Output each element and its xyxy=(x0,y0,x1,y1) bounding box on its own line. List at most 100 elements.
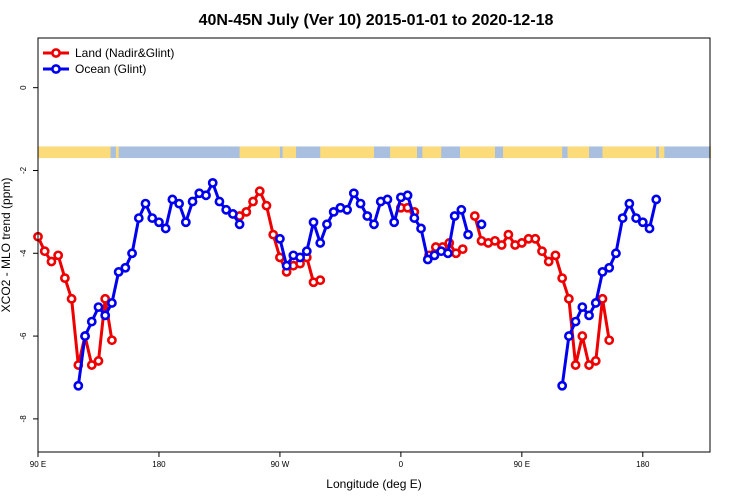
data-point xyxy=(234,219,245,230)
data-point xyxy=(389,217,400,228)
data-point xyxy=(301,246,312,257)
data-point xyxy=(570,316,581,327)
data-point xyxy=(167,194,178,205)
data-point xyxy=(570,360,581,370)
data-point xyxy=(496,240,507,250)
data-point xyxy=(113,267,124,277)
data-point xyxy=(248,196,258,207)
series-land xyxy=(33,186,615,370)
data-point xyxy=(369,219,379,230)
data-point xyxy=(563,293,574,304)
legend-label: Land (Nadir&Glint) xyxy=(75,46,174,60)
data-point xyxy=(469,211,480,221)
data-point xyxy=(328,206,339,217)
land-segment xyxy=(38,146,111,159)
land-segment xyxy=(460,146,495,159)
data-point xyxy=(584,310,594,321)
data-point xyxy=(516,238,527,248)
data-point xyxy=(348,188,359,199)
data-point xyxy=(503,229,514,240)
legend-label: Ocean (Glint) xyxy=(75,62,146,76)
plot-frame xyxy=(37,37,711,453)
data-point xyxy=(268,229,279,240)
data-point xyxy=(624,198,635,209)
data-point xyxy=(73,380,84,391)
data-point xyxy=(207,177,218,188)
data-point xyxy=(174,198,185,209)
data-point xyxy=(457,244,468,255)
data-point xyxy=(80,331,90,341)
data-point xyxy=(275,233,285,244)
data-point xyxy=(637,217,648,228)
data-point xyxy=(322,219,332,230)
data-point xyxy=(543,256,554,267)
data-point xyxy=(355,198,366,209)
data-point xyxy=(590,356,601,366)
data-point xyxy=(93,356,104,366)
series-layer xyxy=(33,177,662,391)
x-axis-label: Longitude (deg E) xyxy=(326,477,421,491)
y-tick-label: -6 xyxy=(19,332,28,340)
land-ocean-band xyxy=(38,146,711,159)
data-point xyxy=(100,310,111,321)
data-point xyxy=(147,213,158,223)
data-point xyxy=(382,194,393,205)
data-point xyxy=(597,293,608,304)
x-tick-label: 180 xyxy=(152,460,166,469)
y-tick-label: 0 xyxy=(19,85,28,90)
data-point xyxy=(456,204,467,215)
y-axis: 0 -2 -4 -6 -8 xyxy=(19,85,38,423)
data-point xyxy=(476,219,487,230)
data-point xyxy=(537,246,547,257)
data-point xyxy=(651,194,662,205)
data-point xyxy=(281,260,292,271)
legend: Land (Nadir&Glint) Ocean (Glint) xyxy=(43,46,174,76)
legend-marker xyxy=(51,64,61,74)
data-point xyxy=(530,233,541,244)
data-point xyxy=(86,360,97,370)
data-point xyxy=(140,198,151,209)
chart-title: 40N-45N July (Ver 10) 2015-01-01 to 2020… xyxy=(199,12,554,29)
data-point xyxy=(107,335,117,346)
data-point xyxy=(154,217,164,228)
data-point xyxy=(422,254,433,265)
data-point xyxy=(416,223,426,234)
land-segment xyxy=(658,146,665,159)
data-point xyxy=(100,293,111,304)
y-tick-label: -4 xyxy=(19,249,28,257)
data-point xyxy=(160,223,171,234)
data-point xyxy=(315,275,326,286)
y-tick-label: -8 xyxy=(19,415,28,423)
data-point xyxy=(409,213,420,223)
series-line xyxy=(76,181,241,387)
data-point xyxy=(362,211,373,221)
data-point xyxy=(127,248,137,259)
data-point xyxy=(93,302,104,312)
data-point xyxy=(59,273,70,284)
data-point xyxy=(550,250,561,261)
land-segment xyxy=(320,146,374,159)
data-point xyxy=(604,335,615,346)
data-point xyxy=(227,209,238,219)
x-axis: 90 E 180 90 W 0 90 E 180 xyxy=(30,452,650,469)
data-point xyxy=(597,267,608,277)
series-ocean xyxy=(73,177,662,391)
data-point xyxy=(590,298,601,308)
data-point xyxy=(463,229,473,240)
data-point xyxy=(443,248,453,259)
data-point xyxy=(490,235,500,246)
data-point xyxy=(180,217,191,228)
land-segment xyxy=(390,146,418,159)
data-point xyxy=(39,246,50,257)
data-point xyxy=(107,298,117,308)
land-segment xyxy=(239,146,280,159)
x-tick-label: 90 E xyxy=(514,460,530,469)
data-point xyxy=(254,186,265,197)
x-tick-label: 180 xyxy=(636,460,650,469)
land-segment xyxy=(282,146,297,159)
data-point xyxy=(429,250,440,261)
data-point xyxy=(261,200,272,211)
data-point xyxy=(86,316,97,327)
data-point xyxy=(631,213,641,223)
